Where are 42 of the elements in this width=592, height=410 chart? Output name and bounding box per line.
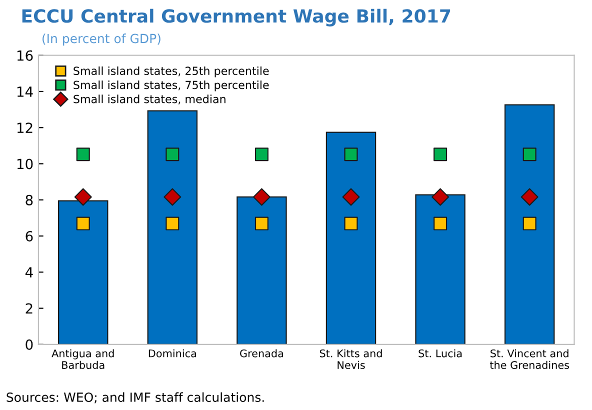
point — [342, 188, 360, 206]
point — [166, 216, 180, 230]
point — [76, 216, 90, 230]
point — [434, 148, 448, 162]
point — [432, 188, 450, 206]
x-tick-label: St. Vincent and the Grenadines — [490, 349, 570, 369]
point — [76, 148, 90, 162]
bar — [504, 104, 555, 344]
y-tick-label: 14 — [17, 86, 33, 97]
point — [254, 148, 268, 162]
y-tick-label: 10 — [17, 158, 33, 170]
point — [252, 188, 270, 206]
y-tick-label: 4 — [25, 267, 33, 278]
y-tick-label: 12 — [17, 122, 32, 133]
point — [520, 188, 538, 206]
point — [254, 216, 268, 230]
x-tick-label: Dominica — [148, 349, 196, 358]
y-tick-label: 8 — [26, 194, 33, 206]
y-tick-label: 6 — [26, 230, 33, 242]
x-tick-label: St. Lucia — [418, 349, 462, 358]
y-tick-label: 0 — [26, 339, 33, 350]
point — [166, 148, 180, 162]
y-tick-label: 16 — [17, 50, 33, 61]
y-tick-label: 2 — [26, 303, 32, 314]
x-tick-label: Antigua and Barbuda — [52, 349, 114, 369]
x-tick-label: Grenada — [240, 349, 284, 358]
point — [344, 148, 358, 162]
point — [522, 216, 536, 230]
point — [74, 188, 92, 206]
chart-subtitle: (In percent of GDP) — [42, 34, 160, 46]
source-note: Sources: WEO; and IMF staff calculations. — [6, 392, 264, 404]
x-tick-label: St. Kitts and Nevis — [320, 349, 382, 369]
point — [522, 148, 536, 162]
bar — [147, 110, 198, 344]
chart-title: ECCU Central Government Wage Bill, 2017 — [22, 8, 450, 26]
legend-label: Small island states, median — [74, 94, 226, 104]
point — [434, 216, 448, 230]
legend-label: Small island states, 25th percentile — [74, 66, 269, 78]
point — [344, 216, 358, 230]
point — [164, 188, 182, 206]
bar — [326, 132, 376, 344]
legend-label: Small island states, 75th percentile — [74, 80, 269, 92]
